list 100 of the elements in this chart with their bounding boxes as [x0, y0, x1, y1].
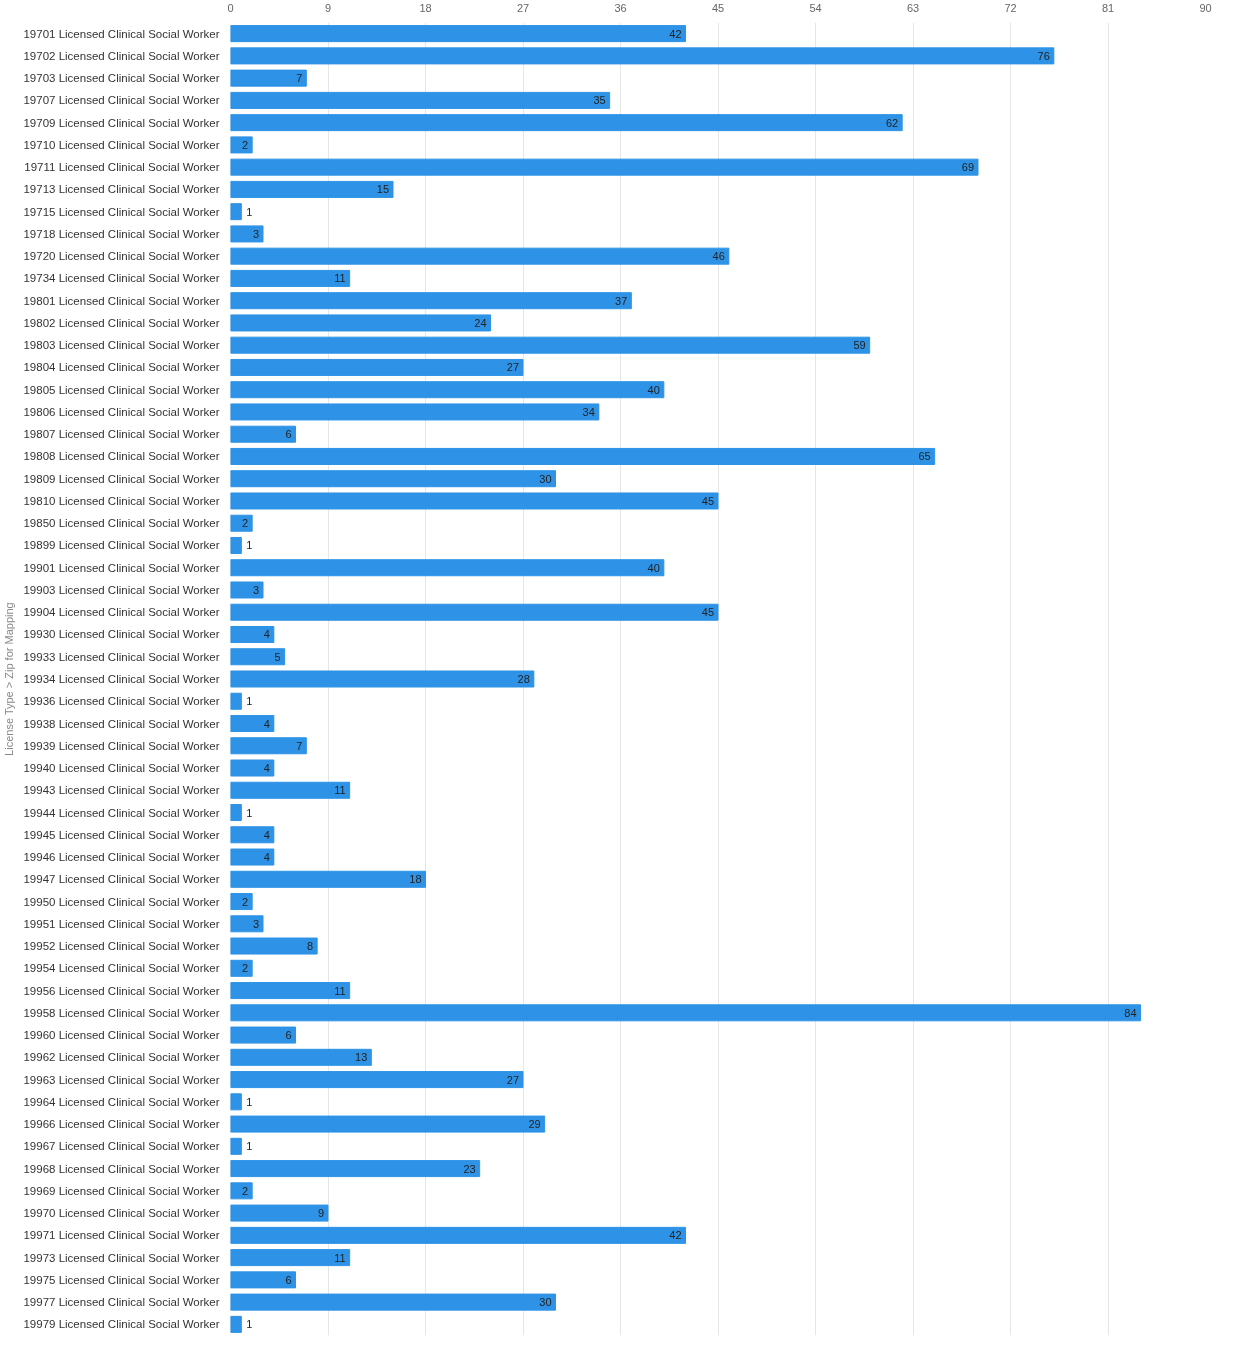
bar — [230, 670, 535, 688]
bar — [230, 25, 686, 43]
data-label: 23 — [463, 1162, 476, 1175]
y-tick-label: 19940 Licensed Clinical Social Worker — [23, 762, 220, 775]
bar — [230, 581, 264, 599]
bar — [230, 381, 665, 399]
y-tick-label: 19801 Licensed Clinical Social Worker — [23, 294, 220, 307]
y-tick-label: 19808 Licensed Clinical Social Worker — [23, 450, 220, 463]
y-tick-label: 19971 Licensed Clinical Social Worker — [23, 1229, 220, 1242]
x-tick-label: 81 — [1101, 1, 1115, 14]
data-label: 40 — [647, 383, 660, 396]
data-label: 7 — [296, 72, 303, 85]
y-tick-label: 19707 Licensed Clinical Social Worker — [23, 94, 220, 107]
data-label: 6 — [285, 1273, 292, 1286]
data-label: 1 — [246, 1318, 253, 1331]
data-label: 46 — [712, 250, 725, 263]
y-tick-label: 19807 Licensed Clinical Social Worker — [23, 428, 220, 441]
bar — [230, 715, 275, 733]
data-label: 28 — [517, 673, 530, 685]
y-tick-label: 19703 Licensed Clinical Social Worker — [23, 72, 220, 85]
y-tick-label: 19715 Licensed Clinical Social Worker — [23, 205, 220, 218]
y-tick-label: 19950 Licensed Clinical Social Worker — [23, 895, 220, 908]
bar — [230, 603, 719, 621]
y-tick-label: 19904 Licensed Clinical Social Worker — [23, 606, 220, 619]
y-tick-label: 19958 Licensed Clinical Social Worker — [23, 1006, 220, 1019]
y-tick-label: 19713 Licensed Clinical Social Worker — [23, 183, 220, 196]
data-label: 15 — [376, 183, 390, 196]
y-tick-label: 19936 Licensed Clinical Social Worker — [23, 695, 220, 708]
y-tick-label: 19709 Licensed Clinical Social Worker — [23, 116, 220, 129]
data-label: 27 — [506, 361, 520, 374]
bar — [230, 870, 426, 888]
data-label: 24 — [474, 316, 487, 329]
y-tick-label: 19968 Licensed Clinical Social Worker — [23, 1162, 220, 1175]
bar — [230, 1204, 329, 1222]
data-label: 1 — [246, 1095, 253, 1108]
y-tick-label: 19734 Licensed Clinical Social Worker — [23, 272, 220, 285]
y-tick-label: 19979 Licensed Clinical Social Worker — [23, 1318, 220, 1331]
y-tick-label: 19938 Licensed Clinical Social Worker — [23, 717, 220, 730]
bar — [230, 1293, 556, 1311]
bar — [230, 648, 286, 666]
bar — [230, 1115, 546, 1133]
data-label: 1 — [246, 695, 253, 708]
y-tick-label: 19802 Licensed Clinical Social Worker — [23, 316, 220, 329]
x-tick-label: 45 — [711, 1, 725, 14]
bar — [230, 470, 556, 488]
y-tick-label: 19933 Licensed Clinical Social Worker — [23, 650, 220, 663]
y-tick-label: 19702 Licensed Clinical Social Worker — [23, 49, 220, 62]
data-label: 3 — [252, 583, 260, 596]
data-label: 13 — [355, 1051, 368, 1064]
data-label: 3 — [252, 917, 260, 930]
data-label: 30 — [539, 472, 552, 485]
bar — [230, 1137, 242, 1155]
y-tick-label: 19806 Licensed Clinical Social Worker — [23, 405, 220, 418]
data-label: 18 — [409, 873, 422, 886]
y-axis-title: License Type > Zip for Mapping — [3, 602, 16, 756]
data-label: 2 — [242, 138, 249, 151]
data-label: 84 — [1124, 1006, 1137, 1019]
bar — [230, 225, 264, 243]
y-tick-label: 19944 Licensed Clinical Social Worker — [23, 806, 220, 819]
bar — [230, 959, 253, 977]
y-tick-label: 19934 Licensed Clinical Social Worker — [23, 673, 220, 685]
data-label: 42 — [669, 1229, 682, 1242]
x-tick-label: 54 — [809, 1, 822, 14]
bar — [230, 91, 611, 109]
data-label: 40 — [647, 561, 660, 574]
bar — [230, 492, 719, 510]
bar — [230, 514, 253, 532]
data-label: 1 — [246, 806, 253, 819]
y-tick-label: 19805 Licensed Clinical Social Worker — [23, 383, 220, 396]
y-tick-label: 19963 Licensed Clinical Social Worker — [23, 1073, 220, 1086]
x-tick-label: 9 — [324, 1, 332, 14]
data-label: 1 — [246, 205, 253, 218]
x-tick-label: 18 — [419, 1, 432, 14]
bar — [230, 1271, 296, 1289]
bar — [230, 804, 242, 822]
bar — [230, 69, 307, 87]
data-label: 62 — [885, 116, 899, 129]
data-label: 65 — [918, 450, 931, 463]
data-label: 4 — [263, 717, 270, 730]
y-tick-label: 19899 Licensed Clinical Social Worker — [23, 539, 220, 552]
bar — [230, 114, 903, 132]
bar — [230, 982, 351, 1000]
data-label: 5 — [274, 650, 281, 663]
data-label: 2 — [242, 962, 249, 975]
data-label: 3 — [252, 227, 260, 240]
data-label: 76 — [1037, 49, 1050, 62]
y-tick-label: 19930 Licensed Clinical Social Worker — [23, 628, 220, 641]
data-label: 4 — [263, 628, 270, 641]
y-tick-label: 19977 Licensed Clinical Social Worker — [23, 1296, 220, 1309]
data-label: 34 — [582, 405, 595, 418]
data-label: 1 — [246, 1140, 253, 1153]
y-tick-label: 19964 Licensed Clinical Social Worker — [23, 1095, 220, 1108]
bar — [230, 848, 275, 866]
bar — [230, 893, 253, 911]
data-label: 6 — [285, 428, 292, 441]
y-tick-label: 19939 Licensed Clinical Social Worker — [23, 739, 220, 752]
y-tick-label: 19903 Licensed Clinical Social Worker — [23, 583, 220, 596]
bar — [230, 180, 394, 198]
data-label: 45 — [701, 606, 715, 619]
bar — [230, 292, 632, 310]
